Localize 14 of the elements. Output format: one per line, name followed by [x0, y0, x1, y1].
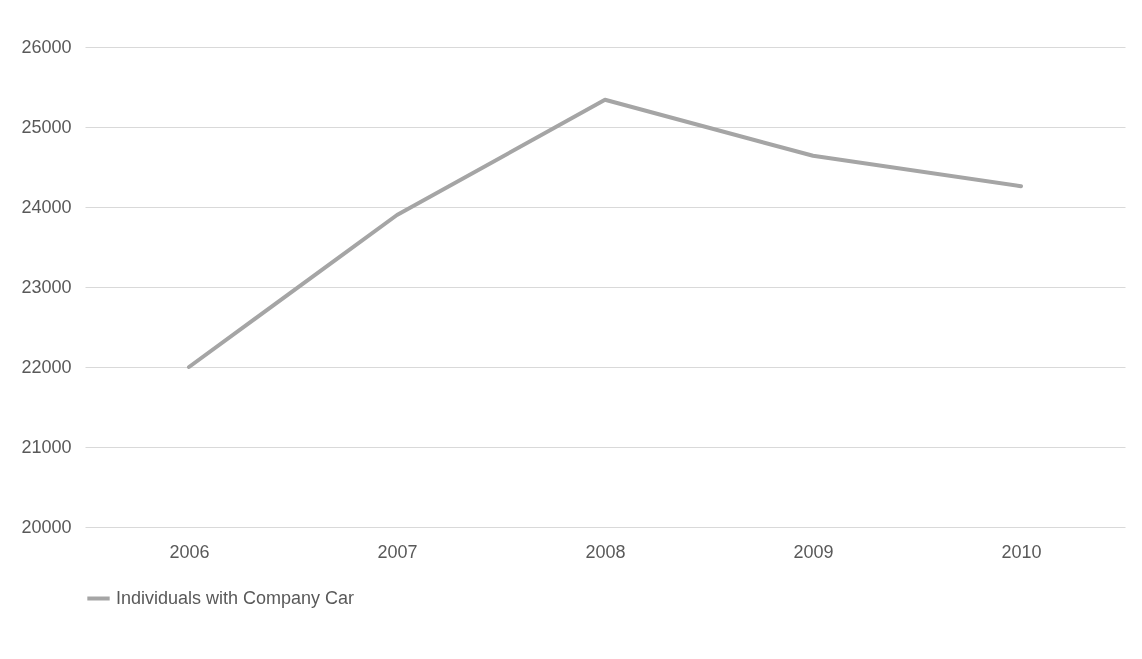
x-tick-label: 2006 [169, 541, 210, 562]
x-tick-label: 2008 [585, 541, 626, 562]
x-tick-label: 2009 [793, 541, 834, 562]
y-tick-label: 22000 [21, 356, 72, 377]
x-tick-label: 2010 [1001, 541, 1042, 562]
y-tick-label: 25000 [21, 116, 72, 137]
x-tick-label: 2007 [377, 541, 418, 562]
line-series [187, 97, 1023, 369]
y-tick-label: 20000 [21, 516, 72, 537]
y-tick-label: 23000 [21, 276, 72, 297]
y-tick-label: 21000 [21, 436, 72, 457]
legend-label: Individuals with Company Car [116, 587, 355, 608]
y-tick-label: 24000 [21, 196, 72, 217]
y-tick-label: 26000 [21, 36, 72, 57]
